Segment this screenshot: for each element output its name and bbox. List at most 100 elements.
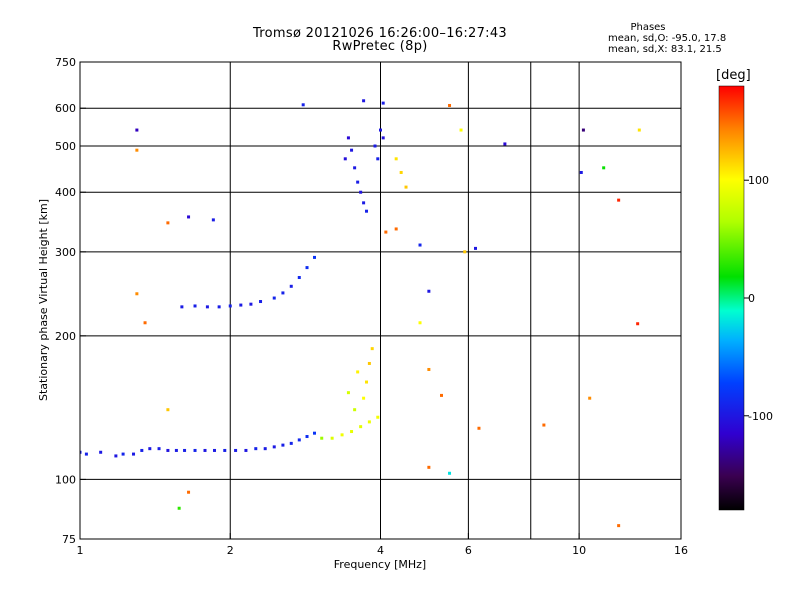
data-point <box>312 255 316 259</box>
data-point <box>473 246 477 250</box>
data-point <box>80 450 82 454</box>
data-point <box>367 420 371 424</box>
data-point <box>99 450 103 454</box>
data-point <box>211 218 215 222</box>
data-point <box>223 448 227 452</box>
data-point <box>381 101 385 105</box>
data-point <box>143 321 147 325</box>
x-tick-label: 6 <box>465 544 472 557</box>
data-point <box>359 190 363 194</box>
phase-stats-x: mean, sd,X: 83.1, 21.5 <box>608 44 722 55</box>
colorbar-tick-label: 0 <box>748 292 755 305</box>
data-point <box>320 436 324 440</box>
y-tick-label: 600 <box>55 102 76 115</box>
data-point <box>259 300 263 304</box>
data-points <box>80 99 641 528</box>
y-tick-label: 400 <box>55 186 76 199</box>
data-point <box>579 170 583 174</box>
y-tick-label: 200 <box>55 330 76 343</box>
colorbar-unit-label: [deg] <box>716 68 751 83</box>
data-point <box>448 471 452 475</box>
data-point <box>346 136 350 140</box>
data-point <box>203 448 207 452</box>
data-point <box>183 448 187 452</box>
chart-subtitle: RwPretec (8p) <box>332 39 428 54</box>
y-tick-label: 100 <box>55 473 76 486</box>
data-point <box>289 441 293 445</box>
data-point <box>330 436 334 440</box>
data-point <box>244 448 248 452</box>
data-point <box>379 128 382 132</box>
data-point <box>343 157 347 161</box>
data-point <box>187 215 191 219</box>
data-point <box>193 448 197 452</box>
data-point <box>272 445 276 449</box>
data-point <box>263 447 267 451</box>
data-point <box>297 438 301 442</box>
data-point <box>353 166 357 170</box>
data-point <box>359 425 363 429</box>
x-axis-label: Frequency [MHz] <box>334 558 426 571</box>
data-point <box>239 303 243 307</box>
data-point <box>132 452 136 456</box>
data-point <box>362 396 366 400</box>
data-point <box>427 465 431 469</box>
colorbar <box>718 85 745 511</box>
data-point <box>281 291 285 295</box>
data-point <box>205 305 209 309</box>
data-point <box>617 524 621 528</box>
data-point <box>581 128 585 132</box>
data-point <box>272 296 276 300</box>
data-point <box>350 430 354 434</box>
data-point <box>362 99 366 103</box>
data-point <box>297 276 301 280</box>
data-point <box>418 243 422 247</box>
data-point <box>346 391 350 395</box>
data-point <box>193 304 197 308</box>
y-tick-label: 750 <box>55 56 76 69</box>
data-point <box>448 103 452 107</box>
data-point <box>376 415 380 419</box>
data-point <box>148 447 152 451</box>
y-tick-label: 75 <box>62 533 76 546</box>
data-point <box>135 148 139 152</box>
data-point <box>177 506 181 510</box>
y-tick-label: 300 <box>55 246 76 259</box>
data-point <box>305 266 309 270</box>
data-point <box>376 157 380 161</box>
colorbar-ticks: 100 0 -100 <box>744 174 773 423</box>
y-axis-label: Stationary phase Virtual Height [km] <box>37 199 50 401</box>
data-point <box>166 448 170 452</box>
data-point <box>157 447 161 451</box>
grid-lines <box>80 62 681 539</box>
data-point <box>394 227 398 231</box>
data-point <box>166 408 170 412</box>
data-point <box>362 201 366 205</box>
data-point <box>418 321 422 325</box>
data-point <box>356 370 360 374</box>
data-point <box>140 448 144 452</box>
data-point <box>542 423 546 427</box>
data-point <box>180 305 184 309</box>
data-point <box>373 144 377 148</box>
data-point <box>602 166 606 170</box>
data-point <box>281 443 285 447</box>
x-tick-label: 1 <box>77 544 84 557</box>
data-point <box>399 170 403 174</box>
data-point <box>114 454 118 458</box>
data-point <box>174 448 178 452</box>
data-point <box>340 433 344 437</box>
data-point <box>384 230 388 234</box>
data-point <box>463 250 467 254</box>
data-point <box>135 292 139 296</box>
data-point <box>289 284 293 288</box>
data-point <box>440 393 444 397</box>
y-tick-label: 500 <box>55 140 76 153</box>
x-tick-label: 4 <box>377 544 384 557</box>
data-point <box>234 448 238 452</box>
data-point <box>404 185 408 189</box>
data-point <box>617 198 621 202</box>
data-point <box>356 180 360 184</box>
data-point <box>350 148 354 152</box>
data-point <box>135 128 139 132</box>
